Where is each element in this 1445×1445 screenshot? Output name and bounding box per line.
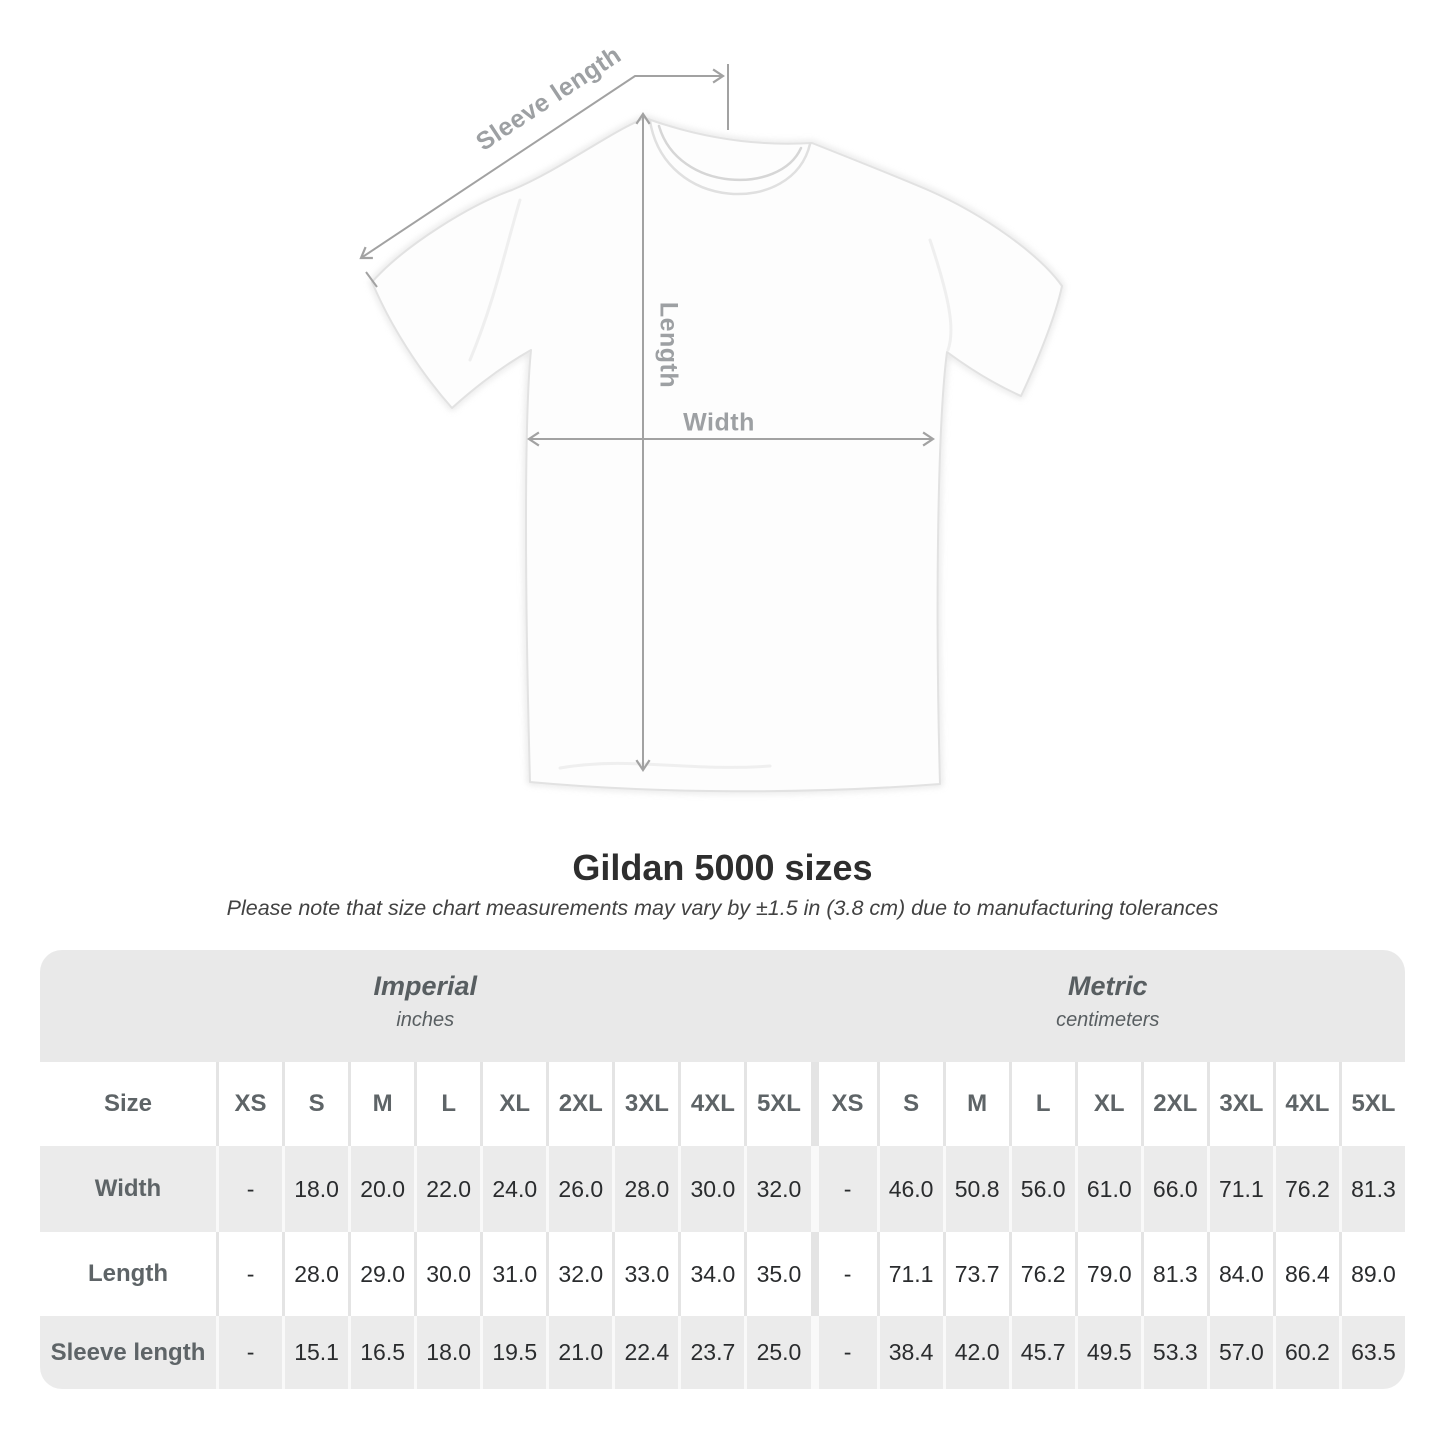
value-cell: 20.0 <box>348 1146 414 1232</box>
size-table: Imperial inches Metric centimeters Size … <box>40 950 1405 1389</box>
value-cell: 18.0 <box>282 1146 348 1232</box>
value-cell: - <box>810 1232 877 1316</box>
value-cell: 26.0 <box>546 1146 612 1232</box>
value-cell: 73.7 <box>942 1232 1009 1316</box>
sleeve-length-row: Sleeve length -15.1 16.5 18.0 19.5 21.0 22.4 2… <box>40 1316 1405 1389</box>
sleeve-extension-line <box>365 271 378 288</box>
value-cell: - <box>216 1316 282 1389</box>
measurement-arrows <box>359 64 935 772</box>
size-cell: 3XL <box>612 1062 678 1146</box>
value-cell: 22.4 <box>612 1316 678 1389</box>
imperial-header: Imperial inches <box>40 950 811 1062</box>
value-cell: 23.7 <box>678 1316 744 1389</box>
unit-header-row: Imperial inches Metric centimeters <box>40 950 1405 1062</box>
value-cell: 81.3 <box>1140 1232 1207 1316</box>
value-cell: 45.7 <box>1008 1316 1075 1389</box>
value-cell: 25.0 <box>744 1316 810 1389</box>
value-cell: - <box>216 1232 282 1316</box>
size-header-row: Size XS S M L XL 2XL 3XL 4XL 5XL XS S M L XL 2XL 3XL 4XL… <box>40 1062 1405 1146</box>
width-row: Width -18.0 20.0 22.0 24.0 26.0 28.0 30.0 32.0-… <box>40 1146 1405 1232</box>
metric-label: Metric <box>1067 970 1148 1001</box>
value-cell: 63.5 <box>1338 1316 1405 1389</box>
size-cell: XL <box>480 1062 546 1146</box>
value-cell: 28.0 <box>282 1232 348 1316</box>
size-cell: 5XL <box>744 1062 810 1146</box>
size-cell: 5XL <box>1338 1062 1405 1146</box>
size-cell: M <box>348 1062 414 1146</box>
value-cell: 50.8 <box>942 1146 1009 1232</box>
value-cell: 76.2 <box>1272 1146 1339 1232</box>
metric-unit: centimeters <box>1056 1008 1160 1031</box>
row-label: Length <box>88 1260 168 1287</box>
value-cell: 28.0 <box>612 1146 678 1232</box>
value-cell: 21.0 <box>546 1316 612 1389</box>
value-cell: 32.0 <box>546 1232 612 1316</box>
value-cell: 18.0 <box>414 1316 480 1389</box>
value-cell: 61.0 <box>1074 1146 1141 1232</box>
value-cell: 34.0 <box>678 1232 744 1316</box>
value-cell: 71.1 <box>876 1232 943 1316</box>
size-cell: XS <box>810 1062 877 1146</box>
value-cell: 24.0 <box>480 1146 546 1232</box>
value-cell: 29.0 <box>348 1232 414 1316</box>
size-cell: M <box>942 1062 1009 1146</box>
value-cell: 81.3 <box>1338 1146 1405 1232</box>
title-block: Gildan 5000 sizes Please note that size … <box>0 848 1445 921</box>
value-cell: 33.0 <box>612 1232 678 1316</box>
size-cell: L <box>1008 1062 1075 1146</box>
tshirt-outline <box>371 117 1063 793</box>
value-cell: 46.0 <box>876 1146 943 1232</box>
size-cell: L <box>414 1062 480 1146</box>
value-cell: 56.0 <box>1008 1146 1075 1232</box>
value-cell: 49.5 <box>1074 1316 1141 1389</box>
size-column-header: Size <box>103 1090 153 1117</box>
tolerance-note: Please note that size chart measurements… <box>226 896 1219 920</box>
width-label: Width <box>683 408 755 437</box>
sleeve-length-arrow <box>359 68 725 260</box>
value-cell: 76.2 <box>1008 1232 1075 1316</box>
value-cell: 84.0 <box>1206 1232 1273 1316</box>
size-cell: XL <box>1074 1062 1141 1146</box>
row-label: Sleeve length <box>50 1338 206 1366</box>
size-cell: S <box>282 1062 348 1146</box>
row-label: Width <box>94 1175 162 1202</box>
length-row: Length -28.0 29.0 30.0 31.0 32.0 33.0 34.0 35.0… <box>40 1232 1405 1316</box>
value-cell: 15.1 <box>282 1316 348 1389</box>
size-cell: XS <box>216 1062 282 1146</box>
value-cell: - <box>216 1146 282 1232</box>
value-cell: 66.0 <box>1140 1146 1207 1232</box>
value-cell: 22.0 <box>414 1146 480 1232</box>
tshirt-illustration <box>359 64 1065 794</box>
page-title: Gildan 5000 sizes <box>572 847 873 888</box>
value-cell: 16.5 <box>348 1316 414 1389</box>
value-cell: 35.0 <box>744 1232 810 1316</box>
size-cell: 4XL <box>1272 1062 1339 1146</box>
value-cell: 42.0 <box>942 1316 1009 1389</box>
size-cell: 2XL <box>1140 1062 1207 1146</box>
value-cell: 79.0 <box>1074 1232 1141 1316</box>
size-cell: 3XL <box>1206 1062 1273 1146</box>
size-cell: S <box>876 1062 943 1146</box>
value-cell: 57.0 <box>1206 1316 1273 1389</box>
value-cell: 30.0 <box>414 1232 480 1316</box>
value-cell: 71.1 <box>1206 1146 1273 1232</box>
imperial-label: Imperial <box>373 970 478 1001</box>
length-label: Length <box>654 301 683 389</box>
value-cell: 31.0 <box>480 1232 546 1316</box>
size-cell: 4XL <box>678 1062 744 1146</box>
value-cell: 19.5 <box>480 1316 546 1389</box>
value-cell: 30.0 <box>678 1146 744 1232</box>
value-cell: 60.2 <box>1272 1316 1339 1389</box>
value-cell: - <box>810 1316 877 1389</box>
value-cell: 53.3 <box>1140 1316 1207 1389</box>
value-cell: - <box>810 1146 877 1232</box>
size-cell: 2XL <box>546 1062 612 1146</box>
metric-header: Metric centimeters <box>811 950 1406 1062</box>
value-cell: 38.4 <box>876 1316 943 1389</box>
imperial-unit: inches <box>396 1008 455 1031</box>
value-cell: 86.4 <box>1272 1232 1339 1316</box>
value-cell: 32.0 <box>744 1146 810 1232</box>
tshirt-measurement-diagram: Sleeve length Length Width <box>359 41 1065 794</box>
value-cell: 89.0 <box>1338 1232 1405 1316</box>
